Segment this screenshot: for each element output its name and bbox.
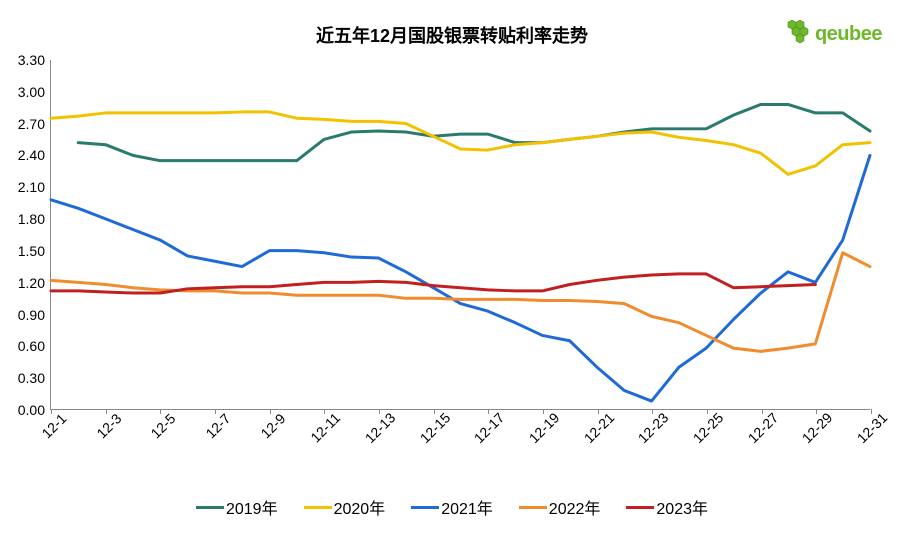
x-tick-label: 12-13: [362, 409, 399, 446]
x-tick-label: 12-11: [308, 410, 344, 446]
legend-swatch: [519, 506, 547, 509]
x-tick-mark: [762, 409, 763, 414]
x-tick-label: 12-23: [635, 409, 672, 446]
x-tick-label: 12-15: [416, 409, 453, 446]
y-tick-label: 2.10: [18, 179, 51, 195]
x-tick-label: 12-21: [580, 409, 617, 446]
plot-area: 0.000.300.600.901.201.501.802.102.402.70…: [50, 60, 870, 410]
x-tick-label: 12-25: [690, 409, 727, 446]
x-tick-mark: [652, 409, 653, 414]
y-tick-label: 0.60: [18, 338, 51, 354]
x-tick-mark: [871, 409, 872, 414]
legend-swatch: [626, 506, 654, 509]
legend-swatch: [411, 506, 439, 509]
x-tick-label: 12-29: [799, 409, 836, 446]
y-tick-label: 0.00: [18, 402, 51, 418]
y-tick-label: 2.40: [18, 147, 51, 163]
x-tick-mark: [488, 409, 489, 414]
x-tick-mark: [215, 409, 216, 414]
y-tick-label: 2.70: [18, 116, 51, 132]
x-tick-mark: [543, 409, 544, 414]
legend-item: 2020年: [304, 495, 386, 519]
legend-label: 2023年: [656, 495, 708, 519]
x-tick-mark: [379, 409, 380, 414]
series-line: [51, 112, 870, 174]
x-tick-label: 12-5: [148, 410, 179, 441]
legend-label: 2020年: [334, 495, 386, 519]
x-tick-mark: [51, 409, 52, 414]
x-tick-label: 12-9: [257, 410, 288, 441]
y-tick-label: 0.30: [18, 370, 51, 386]
x-tick-label: 12-27: [744, 409, 781, 446]
legend-swatch: [304, 506, 332, 509]
x-tick-mark: [434, 409, 435, 414]
x-tick-mark: [270, 409, 271, 414]
y-tick-label: 0.90: [18, 307, 51, 323]
x-tick-label: 12-19: [526, 409, 563, 446]
x-tick-mark: [324, 409, 325, 414]
legend-swatch: [196, 506, 224, 509]
y-tick-label: 3.00: [18, 84, 51, 100]
legend-label: 2019年: [226, 495, 278, 519]
brand-logo-text: qeubee: [815, 23, 882, 46]
x-tick-label: 12-7: [202, 410, 233, 441]
legend-label: 2021年: [441, 495, 493, 519]
x-tick-mark: [707, 409, 708, 414]
hexagon-icon: [785, 20, 811, 49]
x-tick-label: 12-31: [854, 409, 891, 446]
y-tick-label: 1.50: [18, 243, 51, 259]
x-tick-label: 12-3: [93, 410, 124, 441]
brand-logo: qeubee: [785, 20, 882, 49]
chart-lines: [51, 60, 870, 410]
chart-legend: 2019年 2020年 2021年 2022年 2023年: [0, 495, 904, 519]
y-tick-label: 1.20: [18, 275, 51, 291]
y-tick-label: 1.80: [18, 211, 51, 227]
x-tick-mark: [160, 409, 161, 414]
chart-title: 近五年12月国股银票转贴利率走势: [0, 22, 904, 48]
x-tick-mark: [598, 409, 599, 414]
legend-item: 2021年: [411, 495, 493, 519]
legend-label: 2022年: [549, 495, 601, 519]
legend-item: 2019年: [196, 495, 278, 519]
series-line: [51, 155, 870, 401]
x-tick-mark: [816, 409, 817, 414]
legend-item: 2022年: [519, 495, 601, 519]
x-tick-mark: [106, 409, 107, 414]
x-tick-label: 12-17: [471, 409, 508, 446]
y-tick-label: 3.30: [18, 52, 51, 68]
legend-item: 2023年: [626, 495, 708, 519]
